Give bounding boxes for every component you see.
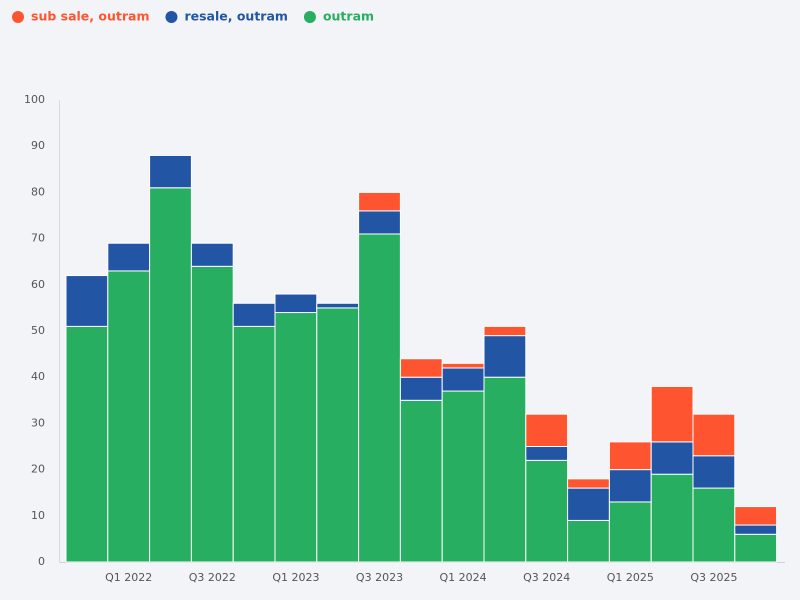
bar-segment	[608, 501, 652, 563]
y-tick-label: 20	[31, 463, 45, 476]
bar-segment	[65, 275, 109, 327]
bar-segment	[232, 302, 276, 327]
bar-segment	[358, 191, 401, 212]
bar-segment	[608, 441, 652, 471]
bar-segment	[274, 293, 318, 314]
y-tick-label: 50	[31, 324, 45, 337]
bar-segment	[734, 533, 778, 563]
bar-segment	[399, 376, 443, 401]
y-tick-label: 40	[31, 370, 45, 383]
bar-segment	[692, 455, 736, 489]
legend-text: outram	[323, 9, 374, 24]
legend-text: resale, outram	[184, 9, 287, 24]
bar-segment	[734, 506, 778, 526]
legend-marker	[12, 11, 24, 23]
y-tick-label: 80	[31, 185, 45, 198]
bar-segment	[107, 242, 151, 272]
y-tick-label: 100	[24, 93, 45, 106]
y-tick-label: 90	[31, 139, 45, 152]
bar-segment	[525, 413, 569, 448]
bar-segment	[567, 487, 610, 521]
bar-segment	[399, 399, 443, 563]
y-tick-label: 10	[31, 509, 45, 522]
bar-segment	[692, 413, 736, 457]
bar-segment	[567, 478, 610, 489]
bar-segment	[107, 270, 151, 563]
x-tick-label: Q1 2025	[607, 571, 654, 584]
x-tick-label: Q3 2022	[189, 571, 236, 584]
bar-segment	[358, 233, 401, 563]
bar-segment	[567, 519, 610, 563]
y-tick-label: 70	[31, 232, 45, 245]
bar-segment	[441, 390, 485, 563]
x-tick-label: Q1 2023	[272, 571, 319, 584]
bar-segment	[525, 446, 569, 461]
bar-segment	[650, 473, 694, 563]
bar-segment	[65, 325, 109, 563]
bar-segment	[316, 302, 360, 309]
bar-segment	[358, 210, 401, 235]
bar-segment	[650, 441, 694, 475]
bar-segment	[149, 187, 192, 563]
bar-segment	[232, 325, 276, 563]
x-tick-label: Q3 2024	[523, 571, 570, 584]
bar-segment	[692, 487, 736, 563]
bar-segment	[441, 367, 485, 392]
bar-segment	[483, 325, 527, 337]
bar-segment	[483, 376, 527, 563]
bar-segment	[734, 524, 778, 535]
legend-text: sub sale, outram	[31, 9, 149, 24]
bar-segment	[441, 362, 485, 369]
bar-segment	[608, 469, 652, 503]
x-tick-label: Q1 2024	[440, 571, 487, 584]
bar-segment	[525, 459, 569, 563]
x-tick-label: Q3 2023	[356, 571, 403, 584]
x-tick-label: Q3 2025	[690, 571, 737, 584]
bar-segment	[650, 385, 694, 443]
bar-segment	[483, 335, 527, 378]
bar-segment	[149, 154, 192, 189]
x-tick-label: Q1 2022	[105, 571, 152, 584]
y-tick-label: 60	[31, 278, 45, 291]
y-tick-label: 30	[31, 416, 45, 429]
legend-marker	[165, 11, 178, 23]
bar-segment	[399, 358, 443, 378]
bar-segment	[190, 242, 234, 267]
legend-marker	[303, 11, 316, 23]
bar-segment	[190, 265, 234, 563]
bar-segment	[316, 307, 360, 563]
bar-segment	[274, 312, 318, 563]
y-tick-label: 0	[38, 555, 45, 568]
